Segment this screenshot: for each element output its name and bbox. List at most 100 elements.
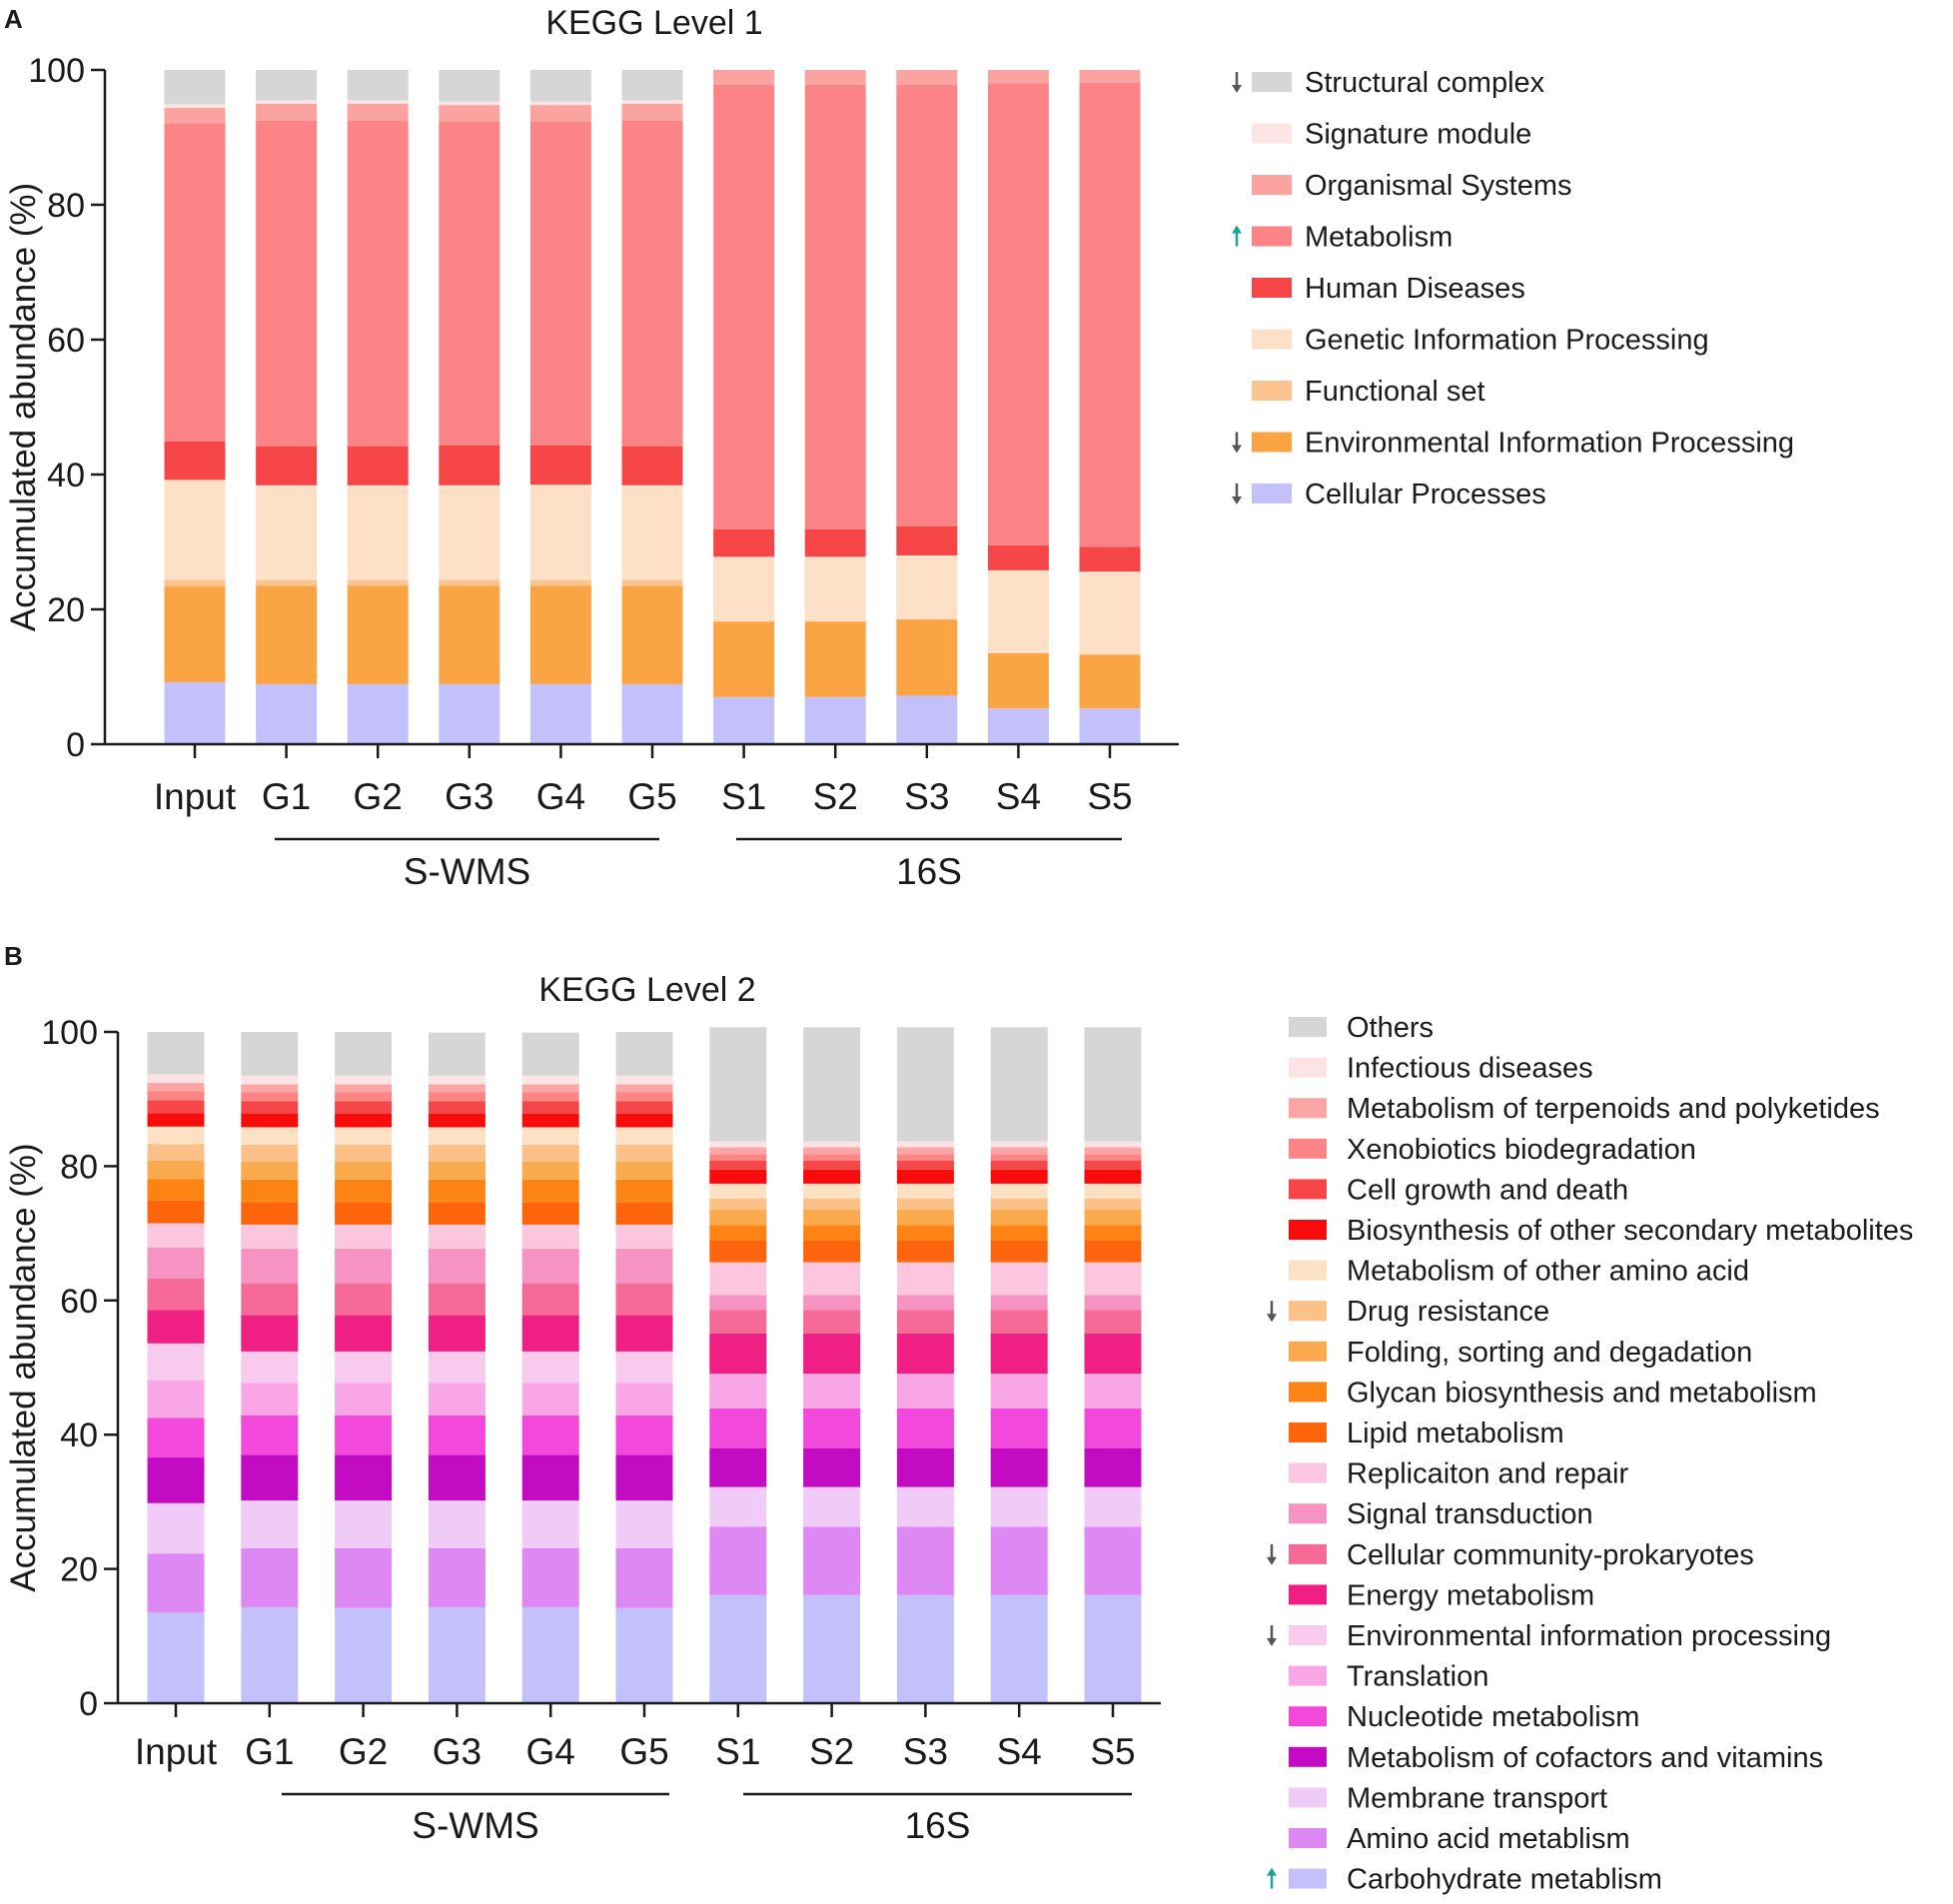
- bar-segment-s2-metabolism-of-other-amino-acid: [803, 1183, 861, 1199]
- x-tick-label-s1: S1: [721, 776, 766, 817]
- legend-item-others: Others: [1289, 1012, 1434, 1044]
- bar-segment-s3-others: [896, 1027, 954, 1142]
- bar-segment-g4-cell-growth-and-death: [521, 1101, 579, 1114]
- bars: [164, 70, 1141, 744]
- bar-segment-s1-genetic-information-processing: [713, 556, 775, 622]
- bar-segment-s2-environmental-information-processing: [804, 621, 866, 697]
- bar-segment-g1-energy-metabolism: [241, 1315, 299, 1352]
- bar-segment-g3-energy-metabolism: [428, 1315, 486, 1352]
- legend-label: Metabolism of other amino acid: [1347, 1256, 1749, 1288]
- bar-segment-s3-human-diseases: [896, 525, 958, 555]
- bar-segment-s1-human-diseases: [713, 528, 775, 557]
- bar-segment-g1-cell-growth-and-death: [241, 1101, 299, 1114]
- group-label-16s: 16S: [896, 851, 962, 892]
- y-tick-label: 20: [47, 591, 85, 629]
- legend-label: Organismal Systems: [1305, 170, 1572, 202]
- bar-segment-s3-environmental-information-processing: [896, 619, 958, 696]
- legend-item-environmental-information-processing: Environmental Information Processing: [1232, 428, 1794, 460]
- bar-segment-g1-amino-acid-metablism: [241, 1547, 299, 1607]
- bar-segment-g1-signature-module: [256, 100, 318, 104]
- bar-segment-g5-others: [615, 1032, 673, 1076]
- bar-segment-g2-metabolism: [347, 120, 409, 447]
- legend-swatch: [1252, 226, 1292, 247]
- bar-segment-g5-signature-module: [621, 100, 683, 104]
- bar-segment-g1-biosynthesis-of-other-secondary-metabolites: [241, 1113, 299, 1128]
- y-tick-label: 80: [60, 1148, 98, 1186]
- bar-segment-s5-glycan-biosynthesis-and-metabolism: [1084, 1225, 1142, 1241]
- bar-segment-g5-energy-metabolism: [615, 1315, 673, 1352]
- bar-segment-s2-organismal-systems: [804, 70, 866, 85]
- legend-swatch: [1289, 1382, 1327, 1403]
- y-tick-label: 0: [79, 1685, 98, 1723]
- bar-segment-g4-organismal-systems: [529, 105, 591, 122]
- y-tick-label: 0: [66, 726, 85, 764]
- bar-segment-s1-signal-transduction: [709, 1295, 767, 1311]
- bar-segment-input-infectious-diseases: [147, 1074, 205, 1084]
- bar-segment-s2-genetic-information-processing: [804, 556, 866, 622]
- bar-segment-s3-biosynthesis-of-other-secondary-metabolites: [896, 1169, 954, 1184]
- bar-segment-g1-metabolism: [256, 120, 318, 447]
- legend-swatch: [1289, 1423, 1327, 1442]
- bar-segment-g1-xenobiotics-biodegradation: [241, 1092, 299, 1102]
- bar-segment-g2-cell-growth-and-death: [335, 1101, 393, 1114]
- chart-title: KEGG Level 2: [538, 971, 755, 1009]
- bar-segment-s1-xenobiotics-biodegradation: [709, 1154, 767, 1162]
- bar-segment-s4-carbohydrate-metablism: [990, 1594, 1048, 1703]
- bar-segment-s2-signal-transduction: [803, 1295, 861, 1311]
- legend-swatch: [1252, 381, 1292, 401]
- bar-segment-s5-metabolism-of-other-amino-acid: [1084, 1183, 1142, 1199]
- legend-label: Human Diseases: [1305, 273, 1525, 305]
- bar-segment-g2-cellular-community-prokaryotes: [335, 1284, 393, 1316]
- bar-segment-input-others: [147, 1032, 205, 1075]
- bar-segment-s1-infectious-diseases: [709, 1141, 767, 1148]
- bar-segment-g3-metabolism-of-terpenoids-and-polyketides: [428, 1084, 486, 1093]
- bar-segment-g5-translation: [615, 1383, 673, 1416]
- bar-segment-s3-metabolism-of-terpenoids-and-polyketides: [896, 1147, 954, 1155]
- bar-segment-s4-signal-transduction: [990, 1295, 1048, 1311]
- bar-segment-g5-functional-set: [621, 579, 683, 586]
- legend-item-infectious-diseases: Infectious diseases: [1289, 1053, 1593, 1085]
- bar-segment-s2-biosynthesis-of-other-secondary-metabolites: [803, 1169, 861, 1184]
- bar-segment-s2-infectious-diseases: [803, 1141, 861, 1148]
- bar-segment-input-metabolism-of-cofactors-and-vitamins: [147, 1457, 205, 1503]
- y-tick-label: 40: [47, 457, 85, 494]
- bar-segment-s4-nucleotide-metabolism: [990, 1408, 1048, 1448]
- bar-segment-g1-nucleotide-metabolism: [241, 1415, 299, 1455]
- bar-segment-g4-others: [521, 1032, 579, 1076]
- bar-segment-g1-infectious-diseases: [241, 1075, 299, 1085]
- bar-segment-input-drug-resistance: [147, 1144, 205, 1162]
- legend-label: Replicaiton and repair: [1347, 1458, 1628, 1490]
- bar-segment-s3-organismal-systems: [896, 70, 958, 85]
- bar-segment-input-human-diseases: [164, 441, 226, 480]
- y-tick-label: 60: [60, 1283, 98, 1321]
- bar-segment-s1-environmental-information-processing: [713, 621, 775, 697]
- legend-swatch: [1289, 1098, 1327, 1119]
- legend-label: Metabolism: [1305, 222, 1453, 254]
- bar-segment-g4-structural-complex: [529, 70, 591, 102]
- bar-segment-g3-amino-acid-metablism: [428, 1547, 486, 1607]
- bar-segment-s1-biosynthesis-of-other-secondary-metabolites: [709, 1169, 767, 1184]
- legend-swatch: [1252, 432, 1292, 453]
- bar-segment-g5-cellular-community-prokaryotes: [615, 1284, 673, 1316]
- bar-segment-s3-cellular-community-prokaryotes: [896, 1310, 954, 1334]
- bar-segment-s3-energy-metabolism: [896, 1333, 954, 1375]
- legend: Others Infectious diseases Metabolism of t…: [1267, 1012, 1913, 1896]
- bar-segment-input-amino-acid-metablism: [147, 1553, 205, 1613]
- bar-segment-s1-metabolism-of-terpenoids-and-polyketides: [709, 1147, 767, 1155]
- bar-segment-g4-nucleotide-metabolism: [521, 1415, 579, 1455]
- bar-segment-g4-carbohydrate-metablism: [521, 1606, 579, 1703]
- x-tick-label-s2: S2: [809, 1731, 854, 1772]
- bar-segment-input-cell-growth-and-death: [147, 1100, 205, 1114]
- bar-segment-s2-translation: [803, 1374, 861, 1409]
- bar-segment-g5-lipid-metabolism: [615, 1202, 673, 1225]
- bar-segment-g2-infectious-diseases: [335, 1075, 393, 1085]
- panel-label: B: [4, 941, 23, 971]
- bar-segment-s5-energy-metabolism: [1084, 1333, 1142, 1375]
- legend-label: Translation: [1347, 1661, 1488, 1693]
- bar-segment-s2-drug-resistance: [803, 1198, 861, 1211]
- bar-segment-g3-organismal-systems: [439, 105, 500, 122]
- bar-segment-s5-drug-resistance: [1084, 1198, 1142, 1211]
- bar-segment-g2-functional-set: [347, 579, 409, 586]
- bar-segment-g5-glycan-biosynthesis-and-metabolism: [615, 1179, 673, 1203]
- bar-segment-g4-biosynthesis-of-other-secondary-metabolites: [521, 1113, 579, 1128]
